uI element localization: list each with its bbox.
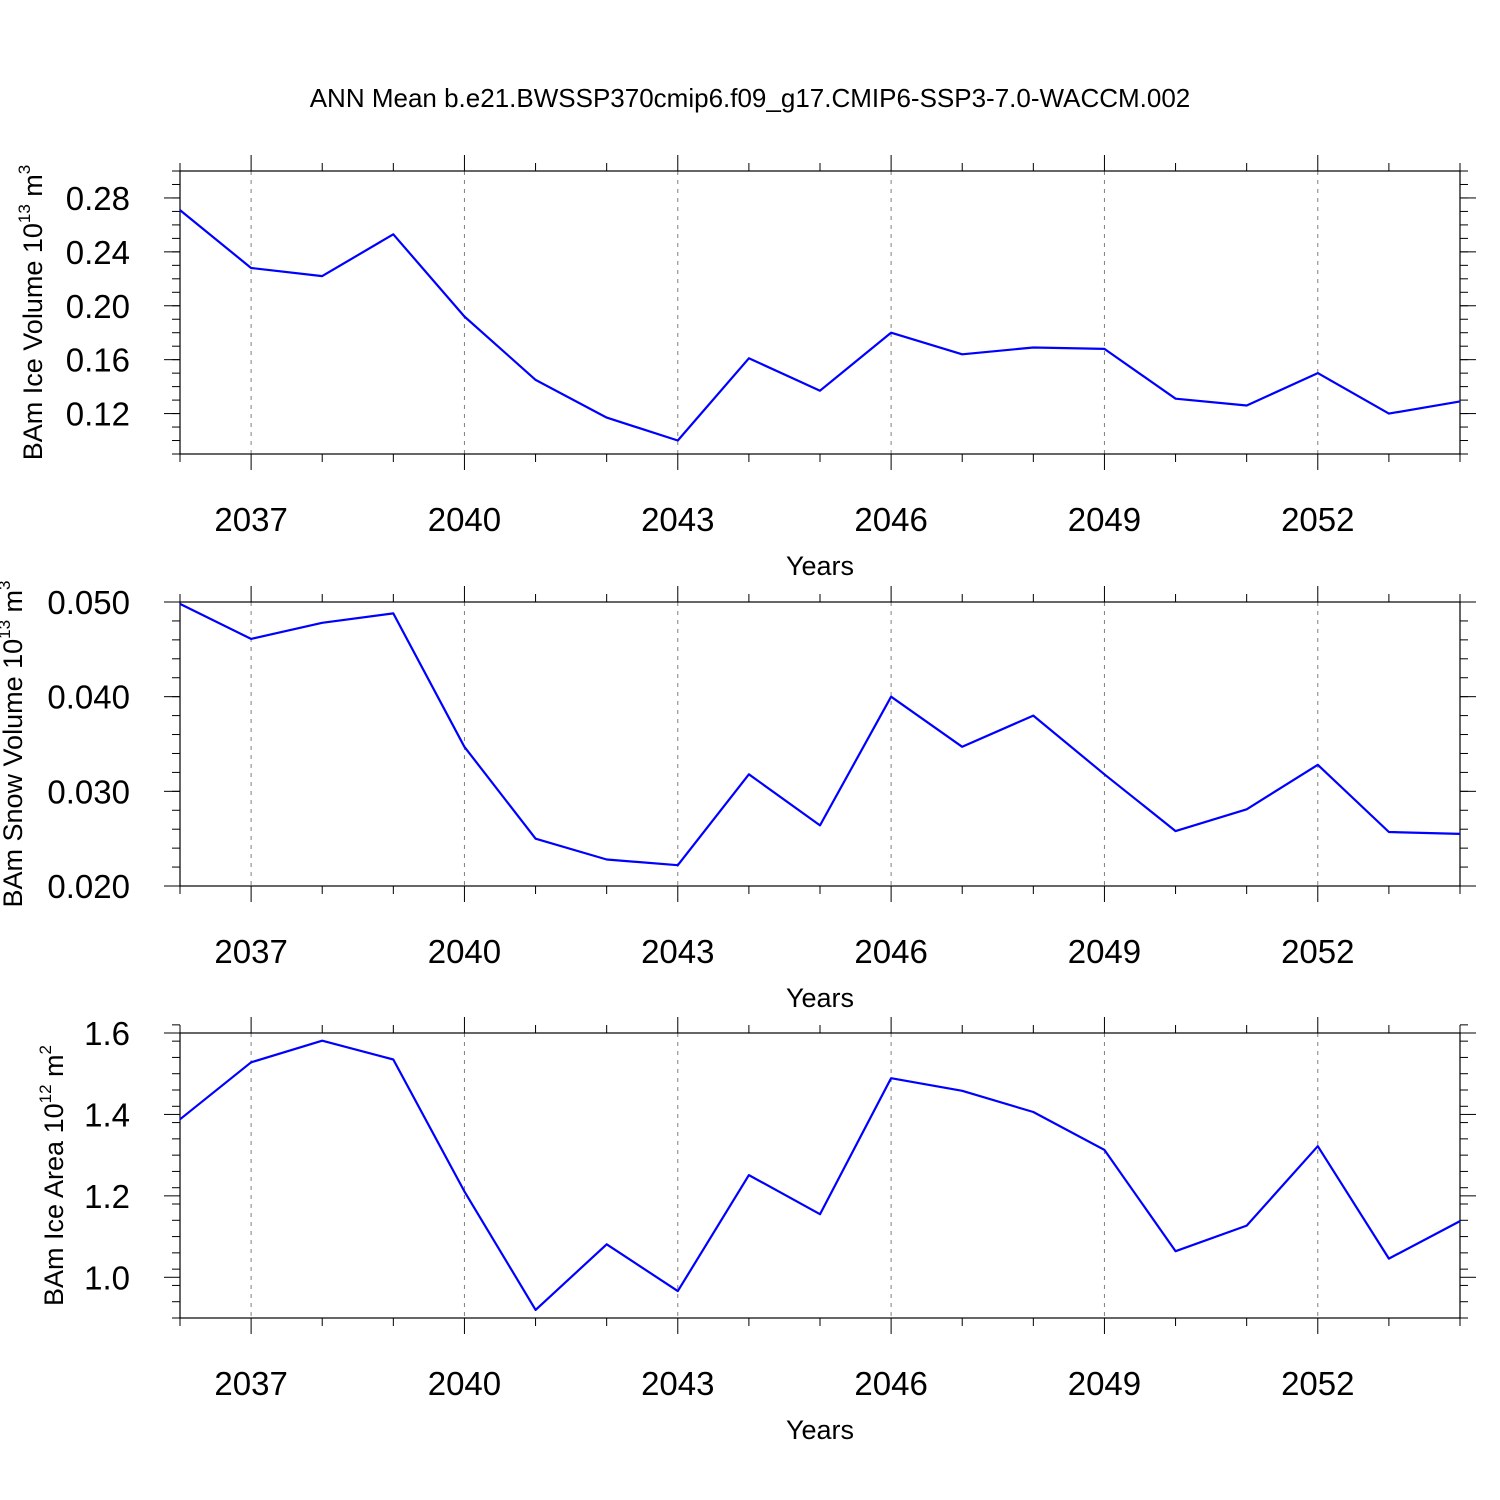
x-tick-label: 2043 [641,1365,714,1402]
panel-2: 2037 2040 2043 2046 2049 2052 0.020 0.030 0.040 0… [0,580,1476,1013]
x-tick-label: 2046 [854,1365,927,1402]
y-tick-label: 1.4 [84,1096,130,1133]
x-tick-label: 2049 [1068,501,1141,538]
plot-frame [179,1032,1461,1319]
y-axis-title: BAm Ice Area 1012 m2 [36,1045,69,1306]
plot-frame [179,601,1461,887]
y-tick-label: 1.0 [84,1259,130,1296]
y-tick-label: 0.040 [47,679,130,716]
y-tick-label: 0.24 [66,234,130,271]
y-tick-label: 0.20 [66,288,130,325]
x-tick-label: 2043 [641,933,714,970]
y-tick-label: 0.16 [66,342,130,379]
y-axis-title: BAm Ice Volume 1013 m3 [15,165,48,461]
series-line [179,1039,1461,1312]
x-tick-label: 2052 [1281,933,1354,970]
x-tick-label: 2052 [1281,1365,1354,1402]
y-tick-label: 1.2 [84,1178,130,1215]
x-axis-title: Years [786,551,854,581]
y-axis-title: BAm Snow Volume 1013 m3 [0,580,28,907]
series-line [179,209,1461,442]
x-tick-label: 2040 [428,1365,501,1402]
y-tick-label: 0.050 [47,584,130,621]
figure-title: ANN Mean b.e21.BWSSP370cmip6.f09_g17.CMI… [310,83,1191,113]
plot-frame [179,170,1461,455]
y-tick-label: 0.12 [66,396,130,433]
panel-1: 2037 2040 2043 2046 2049 2052 0.12 0.16 0.20 0.24… [15,155,1476,581]
y-tick-label: 0.020 [47,868,130,905]
y-tick-label: 0.28 [66,180,130,217]
y-tick-label: 1.6 [84,1015,130,1052]
y-tick-label: 0.030 [47,773,130,810]
x-tick-label: 2037 [214,501,287,538]
series-line [179,602,1461,867]
x-tick-label: 2040 [428,501,501,538]
x-tick-label: 2046 [854,501,927,538]
x-tick-label: 2049 [1068,1365,1141,1402]
x-tick-label: 2049 [1068,933,1141,970]
x-tick-label: 2043 [641,501,714,538]
x-tick-label: 2037 [214,1365,287,1402]
x-tick-label: 2037 [214,933,287,970]
x-axis-title: Years [786,983,854,1013]
x-tick-label: 2052 [1281,501,1354,538]
panel-3: 2037 2040 2043 2046 2049 2052 1.0 1.2 1.4 1.6 Year… [36,1015,1476,1445]
x-tick-label: 2046 [854,933,927,970]
x-tick-label: 2040 [428,933,501,970]
x-axis-title: Years [786,1415,854,1445]
